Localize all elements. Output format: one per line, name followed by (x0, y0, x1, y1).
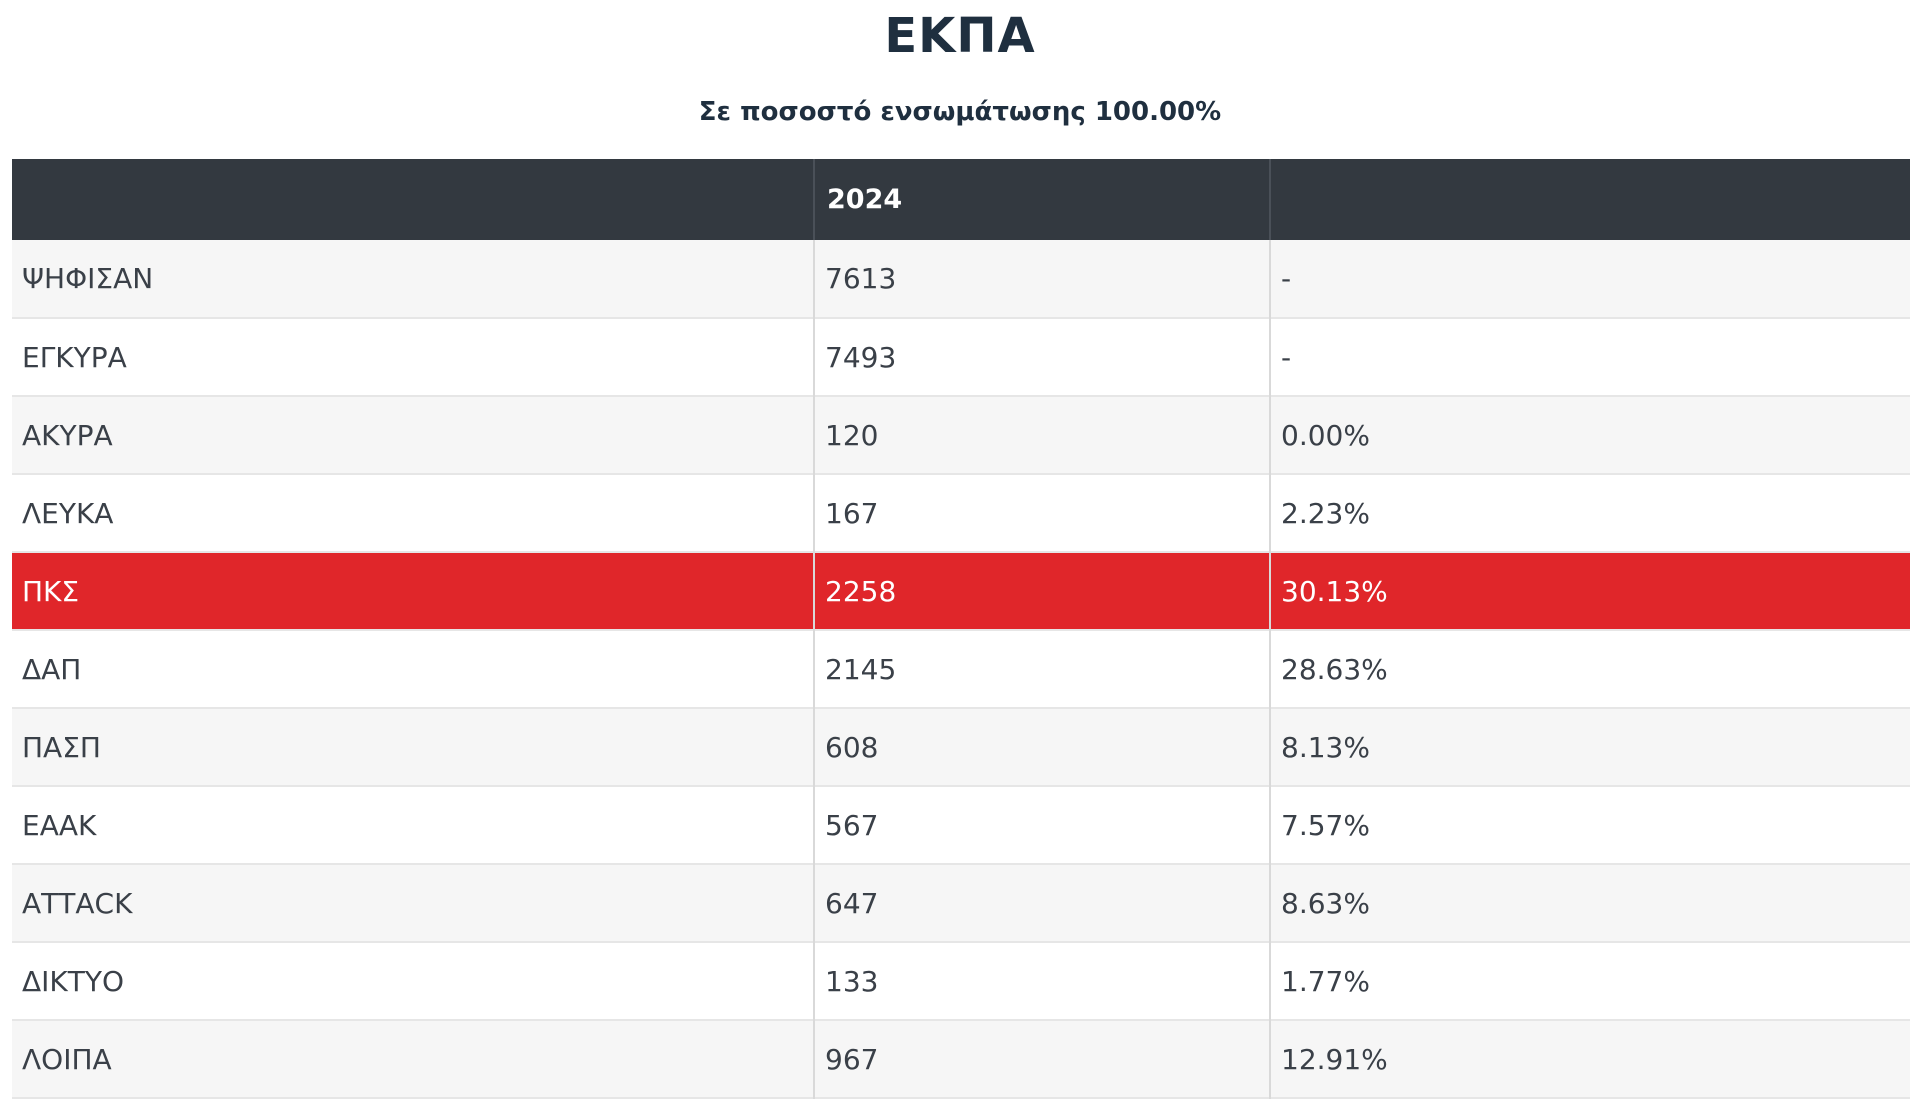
row-votes: 133 (813, 942, 1270, 1020)
row-label: ΑΚΥΡΑ (22, 418, 113, 452)
row-votes: 567 (813, 786, 1270, 864)
row-percent: - (1269, 318, 1910, 396)
row-percent: 2.23% (1269, 474, 1910, 552)
header-cell-year: 2024 (813, 159, 1270, 240)
row-label: ΔΑΠ (22, 652, 82, 686)
table-header: 2024 (12, 159, 1910, 240)
row-label: ΑΤΤΑCK (22, 886, 133, 920)
table-row: ΛΟΙΠΑ 967 12.91% (12, 1020, 1910, 1098)
row-percent: 12.91% (1269, 1020, 1910, 1098)
row-percent: 28.63% (1269, 630, 1910, 708)
row-label: ΕΑΑΚ (22, 808, 97, 842)
table-row: ΕΓΚΥΡΑ 7493 - (12, 318, 1910, 396)
row-percent: 0.00% (1269, 396, 1910, 474)
row-votes: 967 (813, 1020, 1270, 1098)
row-votes: 7613 (813, 240, 1270, 318)
header-cell-percent (1269, 159, 1910, 240)
page-subtitle: Σε ποσοστό ενσωμάτωσης 100.00% (698, 97, 1222, 127)
row-votes: 2145 (813, 630, 1270, 708)
header-row: 2024 (12, 159, 1910, 240)
row-percent: - (1269, 240, 1910, 318)
row-label: ΔΙΚΤΥΟ (22, 964, 125, 998)
row-votes: 608 (813, 708, 1270, 786)
table-row: ΔΑΠ 2145 28.63% (12, 630, 1910, 708)
row-percent: 1.77% (1269, 942, 1910, 1020)
row-label: ΕΓΚΥΡΑ (22, 340, 127, 374)
table-row: ΔΙΚΤΥΟ 133 1.77% (12, 942, 1910, 1020)
row-label: ΠΚΣ (22, 574, 80, 608)
table-row-highlighted: ΠΚΣ 2258 30.13% (12, 552, 1910, 630)
page-title: ΕΚΠΑ (884, 8, 1036, 64)
table-body: ΨΗΦΙΣΑΝ 7613 - ΕΓΚΥΡΑ 7493 - ΑΚΥΡΑ 120 0… (12, 240, 1910, 1098)
row-label: ΨΗΦΙΣΑΝ (22, 262, 154, 295)
row-votes: 120 (813, 396, 1270, 474)
row-votes: 167 (813, 474, 1270, 552)
table-row: ΠΑΣΠ 608 8.13% (12, 708, 1910, 786)
row-votes: 7493 (813, 318, 1270, 396)
results-table: 2024 ΨΗΦΙΣΑΝ 7613 - ΕΓΚΥΡΑ 7493 - ΑΚΥΡΑ … (12, 159, 1910, 1099)
row-label: ΠΑΣΠ (22, 730, 101, 764)
row-votes: 2258 (813, 552, 1270, 630)
table-row: ΑΚΥΡΑ 120 0.00% (12, 396, 1910, 474)
row-percent: 8.63% (1269, 864, 1910, 942)
table-row: ΛΕΥΚΑ 167 2.23% (12, 474, 1910, 552)
row-percent: 30.13% (1269, 552, 1910, 630)
table-row: ΕΑΑΚ 567 7.57% (12, 786, 1910, 864)
header-cell-label (12, 159, 814, 240)
row-votes: 647 (813, 864, 1270, 942)
row-label: ΛΕΥΚΑ (22, 496, 114, 530)
row-label: ΛΟΙΠΑ (22, 1042, 112, 1076)
table-row: ΑΤΤΑCK 647 8.63% (12, 864, 1910, 942)
table-row: ΨΗΦΙΣΑΝ 7613 - (12, 240, 1910, 318)
row-percent: 7.57% (1269, 786, 1910, 864)
row-percent: 8.13% (1269, 708, 1910, 786)
